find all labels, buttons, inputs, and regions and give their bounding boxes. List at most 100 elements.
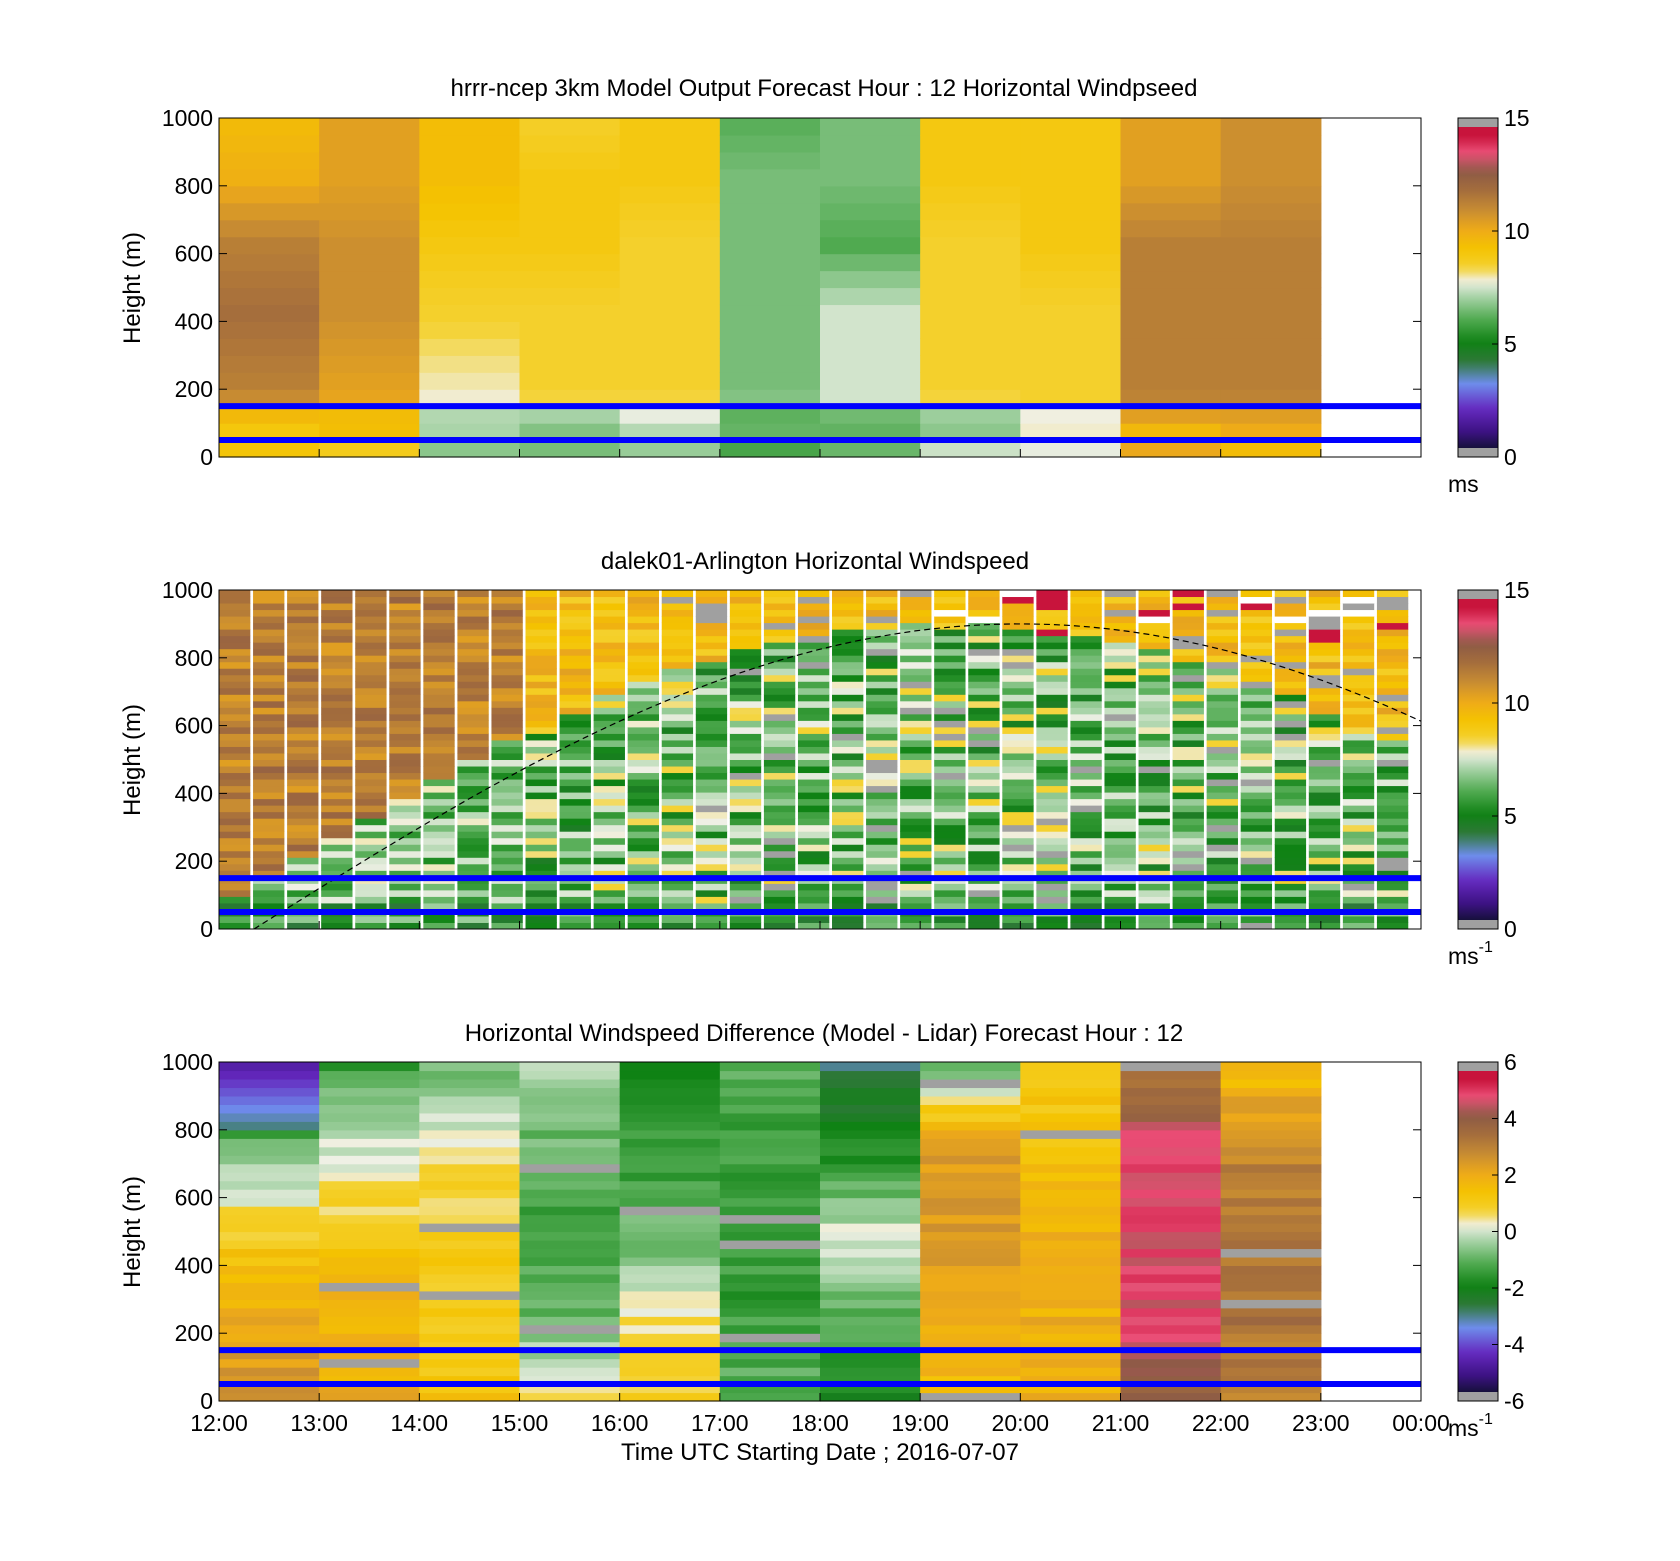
heatmap-cell <box>719 1358 821 1368</box>
heatmap-cell <box>491 590 523 598</box>
heatmap-cell <box>968 674 1000 682</box>
heatmap-cell <box>423 713 455 721</box>
heatmap-cell <box>423 811 455 819</box>
heatmap-cell <box>968 805 1000 813</box>
heatmap-cell <box>321 902 353 910</box>
heatmap-cell <box>695 720 728 728</box>
heatmap-cell <box>619 1358 721 1368</box>
heatmap-cell <box>1138 733 1170 741</box>
heatmap-cell <box>593 870 625 878</box>
heatmap-cell <box>253 922 285 930</box>
heatmap-cell <box>729 694 762 702</box>
heatmap-cell <box>661 700 694 708</box>
heatmap-cell <box>321 805 353 813</box>
heatmap-cell <box>1172 922 1204 930</box>
heatmap-cell <box>934 792 966 800</box>
heatmap-cell <box>820 1104 921 1114</box>
heatmap-cell <box>559 883 591 891</box>
heatmap-cell <box>287 752 319 760</box>
panel-model-ylabel: Height (m) <box>119 232 146 344</box>
heatmap-cell <box>491 831 523 839</box>
heatmap-cell <box>920 1104 1021 1114</box>
heatmap-cell <box>419 406 521 424</box>
heatmap-cell <box>661 850 694 858</box>
heatmap-cell <box>321 707 353 715</box>
heatmap-cell <box>389 824 421 832</box>
heatmap-cell <box>389 759 421 767</box>
heatmap-cell <box>355 694 387 702</box>
heatmap-cell <box>1070 713 1102 721</box>
heatmap-cell <box>1002 590 1034 598</box>
heatmap-cell <box>1274 798 1307 806</box>
heatmap-cell <box>729 596 762 604</box>
heatmap-cell <box>287 896 319 904</box>
heatmap-cell <box>1002 616 1034 624</box>
heatmap-cell <box>832 746 864 754</box>
heatmap-cell <box>619 1104 721 1114</box>
heatmap-cell <box>1104 635 1136 643</box>
heatmap-cell <box>1220 1129 1322 1139</box>
heatmap-cell <box>695 590 728 598</box>
heatmap-cell <box>900 863 932 871</box>
heatmap-cell <box>1274 655 1307 663</box>
heatmap-cell <box>619 1095 721 1105</box>
heatmap-cell <box>519 1206 621 1216</box>
heatmap-cell <box>253 687 285 695</box>
colorbar-tick-label: 4 <box>1504 1106 1517 1132</box>
heatmap-cell <box>1376 824 1409 832</box>
heatmap-cell <box>1274 805 1307 813</box>
heatmap-cell <box>900 596 932 604</box>
colorbar-frame <box>1457 589 1499 930</box>
heatmap-cell <box>419 1129 521 1139</box>
heatmap-cell <box>319 1146 420 1156</box>
heatmap-cell <box>1376 616 1409 624</box>
heatmap-cell <box>1002 648 1034 656</box>
heatmap-cell <box>1070 590 1102 598</box>
heatmap-cell <box>1020 1333 1122 1343</box>
heatmap-cell <box>1206 596 1238 604</box>
heatmap-cell <box>1070 596 1102 604</box>
heatmap-cell <box>1172 707 1204 715</box>
heatmap-cell <box>491 896 523 904</box>
heatmap-cell <box>219 609 251 617</box>
heatmap-cell <box>1002 726 1034 734</box>
heatmap-cell <box>1120 1146 1222 1156</box>
heatmap-cell <box>457 720 489 728</box>
heatmap-cell <box>1172 648 1204 656</box>
heatmap-cell <box>1138 648 1170 656</box>
heatmap-cell <box>729 902 762 910</box>
heatmap-cell <box>729 668 762 676</box>
heatmap-cell <box>661 818 694 826</box>
heatmap-cell <box>519 270 621 289</box>
heatmap-cell <box>525 707 557 715</box>
heatmap-cell <box>1138 889 1170 897</box>
heatmap-cell <box>219 270 320 289</box>
heatmap-cell <box>219 1112 320 1122</box>
heatmap-cell <box>319 134 420 153</box>
heatmap-cell <box>219 1375 320 1385</box>
heatmap-cell <box>1070 603 1102 611</box>
heatmap-cell <box>1120 1231 1222 1241</box>
heatmap-cell <box>389 870 421 878</box>
heatmap-cell <box>661 674 694 682</box>
heatmap-cell <box>832 766 864 774</box>
heatmap-cell <box>319 355 420 373</box>
heatmap-cell <box>934 870 966 878</box>
heatmap-cell <box>1206 687 1238 695</box>
heatmap-cell <box>695 616 728 624</box>
heatmap-cell <box>1002 805 1034 813</box>
heatmap-cell <box>287 915 319 923</box>
heatmap-cell <box>1220 1155 1322 1165</box>
heatmap-cell <box>920 253 1021 272</box>
heatmap-cell <box>219 1078 320 1089</box>
heatmap-cell <box>389 746 421 754</box>
heatmap-cell <box>1002 609 1034 617</box>
heatmap-cell <box>820 1265 921 1275</box>
heatmap-cell <box>934 694 966 702</box>
heatmap-cell <box>920 1062 1021 1072</box>
heatmap-cell <box>695 746 728 754</box>
heatmap-cell <box>820 270 921 289</box>
heatmap-cell <box>593 785 625 793</box>
heatmap-cell <box>219 694 251 702</box>
heatmap-cell <box>1036 844 1068 852</box>
